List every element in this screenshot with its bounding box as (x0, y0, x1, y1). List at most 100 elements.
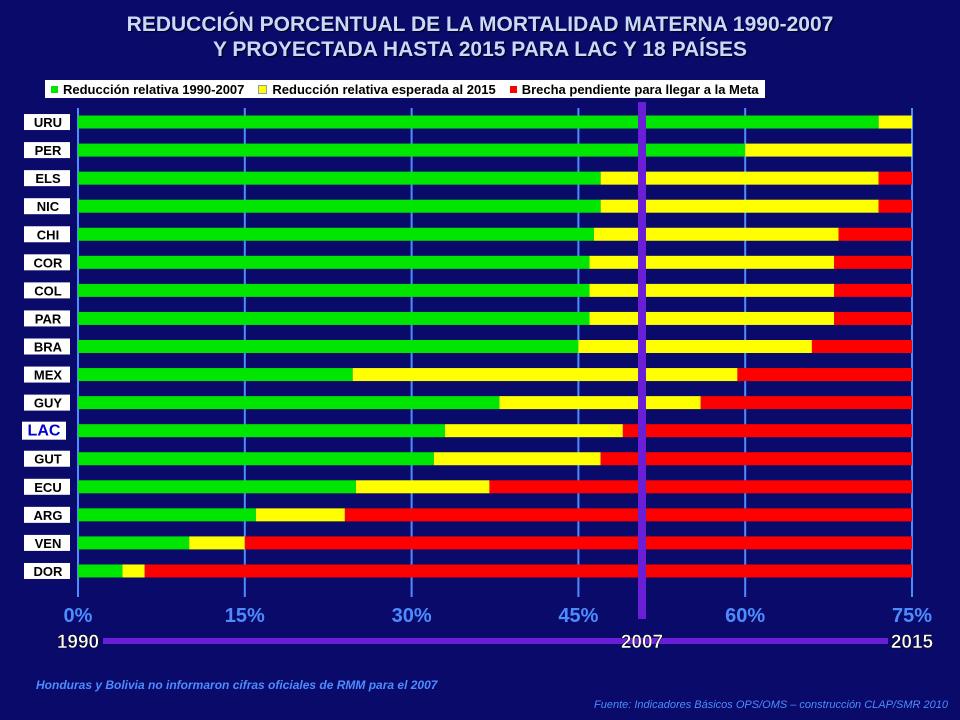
x-tick-label-75: 75% (892, 605, 932, 627)
category-label-mex: MEX (34, 368, 63, 383)
category-label-bg-ven (24, 534, 70, 551)
source-note: Fuente: Indicadores Básicos OPS/OMS – co… (594, 699, 948, 711)
timeline-label-2015: 2015 (891, 632, 934, 653)
legend-swatch-yellow (258, 84, 268, 94)
category-label-bg-arg (24, 506, 70, 523)
category-label-bg-bra (24, 338, 70, 355)
timeline-label-2007: 2007 (621, 632, 663, 653)
x-tick-label-30: 30% (392, 605, 432, 627)
bar-dor-series-2 (144, 564, 913, 578)
bar-nic-series-0 (78, 199, 601, 213)
bar-arg-series-2 (344, 508, 912, 522)
bar-cor-series-0 (78, 255, 590, 269)
bar-els-series-1 (600, 171, 879, 185)
bar-cor-series-2 (834, 255, 912, 269)
title-line-2: Y PROYECTADA HASTA 2015 PARA LAC Y 18 PA… (212, 38, 748, 61)
category-label-nic: NIC (37, 199, 60, 214)
bar-per-series-0 (78, 143, 746, 157)
reference-line-2007 (638, 102, 646, 619)
bar-bra-series-1 (578, 340, 812, 353)
legend-item-green: Reducción relativa 1990-2007 (51, 82, 244, 97)
category-label-bg-mex (24, 366, 70, 383)
chart-title: REDUCCIÓN PORCENTUAL DE LA MORTALIDAD MA… (0, 12, 960, 62)
legend: Reducción relativa 1990-2007 Reducción r… (45, 80, 765, 98)
category-label-bg-per (24, 142, 70, 159)
category-label-els: ELS (35, 171, 61, 186)
category-label-gut: GUT (34, 452, 62, 467)
category-label-par: PAR (35, 311, 62, 326)
category-label-per: PER (35, 143, 62, 158)
category-label-bra: BRA (34, 340, 63, 355)
title-line-1: REDUCCIÓN PORCENTUAL DE LA MORTALIDAD MA… (126, 13, 834, 36)
legend-label-yellow: Reducción relativa esperada al 2015 (272, 81, 496, 97)
category-label-ven: VEN (35, 536, 62, 551)
category-label-bg-guy (24, 394, 70, 411)
bar-ven-series-0 (78, 536, 190, 550)
category-label-lac: LAC (28, 423, 61, 440)
timeline-label-1990: 1990 (57, 632, 99, 653)
bar-els-series-0 (78, 171, 601, 185)
category-label-bg-par (24, 310, 70, 327)
bar-lac-series-2 (622, 424, 912, 438)
category-label-bg-els (24, 170, 70, 187)
bar-uru-series-0 (78, 115, 879, 129)
legend-label-green: Reducción relativa 1990-2007 (63, 81, 245, 97)
category-label-bg-chi (24, 226, 70, 243)
bar-col-series-2 (834, 283, 912, 297)
bar-chi-series-2 (838, 227, 912, 241)
bar-ven-series-2 (244, 536, 913, 550)
bar-bra-series-0 (78, 340, 579, 353)
bar-mex-series-0 (78, 368, 353, 382)
timeline-bar (103, 638, 888, 644)
bar-nic-series-1 (600, 199, 879, 213)
bar-gut-series-0 (78, 452, 434, 466)
bar-gut-series-2 (600, 452, 912, 466)
category-label-bg-nic (24, 198, 70, 215)
bar-uru-series-1 (878, 115, 912, 129)
bar-col-series-1 (589, 283, 835, 297)
bar-ven-series-1 (189, 536, 245, 550)
bar-par-series-0 (78, 311, 590, 325)
bar-gut-series-1 (433, 452, 601, 466)
bar-bra-series-2 (811, 340, 912, 353)
bar-lac-series-1 (444, 424, 623, 438)
bar-guy-series-1 (499, 396, 701, 410)
bar-ecu-series-2 (489, 480, 912, 494)
legend-item-yellow: Reducción relativa esperada al 2015 (258, 81, 496, 97)
x-tick-label-15: 15% (225, 605, 265, 627)
legend-swatch-green (51, 85, 58, 93)
x-tick-label-60: 60% (725, 605, 765, 627)
category-label-chi: CHI (37, 227, 59, 242)
bar-cor-series-1 (589, 255, 835, 269)
bar-nic-series-2 (878, 199, 912, 213)
x-tick-label-0: 0% (64, 605, 93, 627)
category-label-bg-cor (24, 254, 70, 271)
category-label-guy: GUY (34, 396, 63, 411)
category-label-bg-gut (24, 450, 70, 467)
bar-ecu-series-1 (356, 480, 490, 494)
legend-swatch-red (509, 85, 517, 93)
legend-item-red: Brecha pendiente para llegar a la Meta (509, 82, 759, 97)
bar-ecu-series-0 (78, 480, 356, 494)
bar-per-series-1 (745, 143, 912, 157)
bar-mex-series-2 (737, 368, 912, 382)
bar-lac-series-0 (78, 424, 445, 438)
category-highlight-box (22, 421, 66, 440)
bar-chi-series-1 (593, 227, 839, 241)
x-tick-label-45: 45% (558, 605, 598, 627)
bar-arg-series-0 (78, 508, 256, 522)
bar-guy-series-2 (700, 396, 912, 410)
category-label-bg-ecu (24, 478, 70, 495)
bar-guy-series-0 (78, 396, 500, 410)
category-label-col: COL (34, 283, 62, 298)
bar-els-series-2 (878, 171, 912, 185)
category-label-arg: ARG (34, 508, 63, 523)
bar-par-series-1 (589, 311, 835, 325)
bar-mex-series-1 (352, 368, 738, 382)
bar-par-series-2 (834, 311, 912, 325)
bar-dor-series-0 (78, 564, 123, 578)
bar-col-series-0 (78, 283, 590, 297)
category-label-bg-dor (24, 562, 70, 579)
category-label-ecu: ECU (34, 480, 61, 495)
